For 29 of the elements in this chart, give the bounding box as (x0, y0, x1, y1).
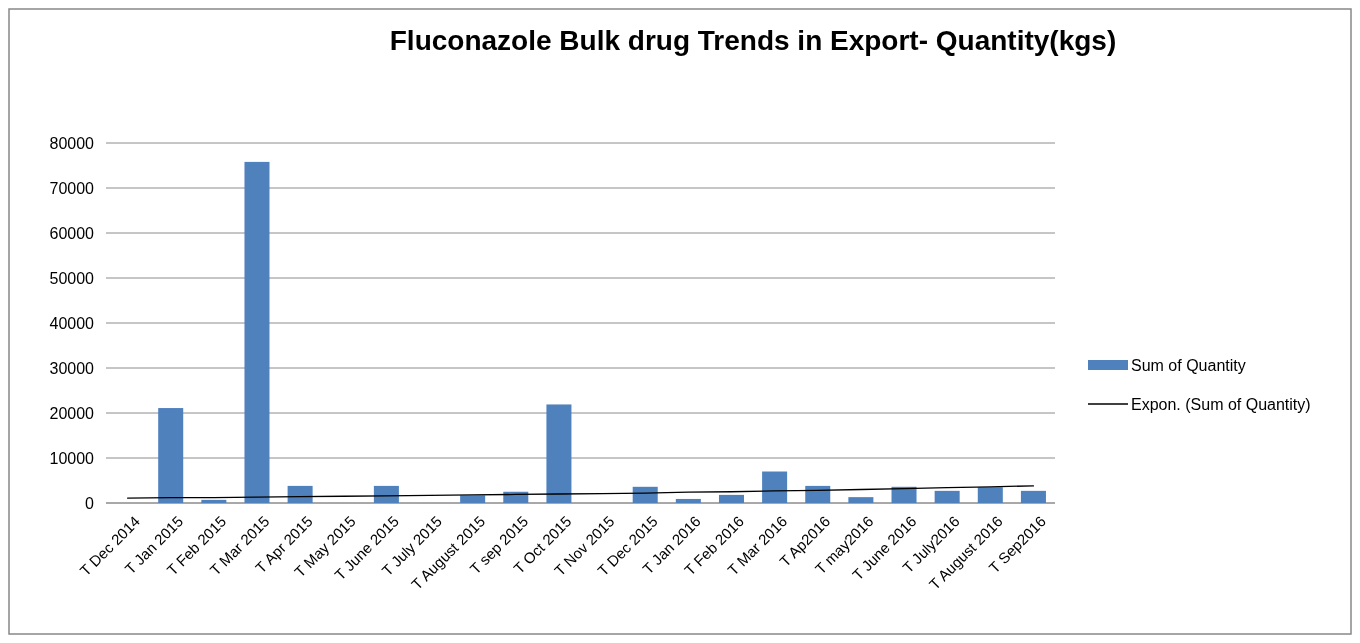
bar (977, 487, 1003, 503)
y-tick-label: 40000 (49, 314, 95, 332)
bar (460, 495, 486, 503)
bar (287, 485, 313, 503)
bar (373, 485, 399, 503)
chart-title: Fluconazole Bulk drug Trends in Export- Quantity(kgs) (389, 25, 1117, 56)
bar (158, 408, 184, 503)
y-tick-label: 50000 (49, 269, 95, 287)
legend-label: Expon. (Sum of Quantity) (1131, 395, 1311, 413)
bar (675, 498, 701, 503)
bar (762, 471, 788, 503)
y-tick-label: 80000 (49, 134, 95, 152)
y-tick-label: 60000 (49, 224, 95, 242)
bar (1020, 490, 1046, 503)
legend-label: Sum of Quantity (1131, 356, 1246, 374)
bar (201, 499, 227, 503)
bar (244, 161, 270, 503)
y-tick-label: 30000 (49, 359, 95, 377)
bar (546, 404, 572, 503)
bar (718, 494, 744, 503)
y-tick-label: 20000 (49, 404, 95, 422)
line-series (126, 485, 1035, 499)
y-tick-label: 70000 (49, 179, 95, 197)
y-tick-label: 10000 (49, 449, 95, 467)
y-tick-label: 0 (85, 494, 95, 512)
bar (934, 490, 960, 503)
bar (805, 485, 831, 503)
bar (891, 486, 917, 503)
bar (848, 497, 874, 503)
